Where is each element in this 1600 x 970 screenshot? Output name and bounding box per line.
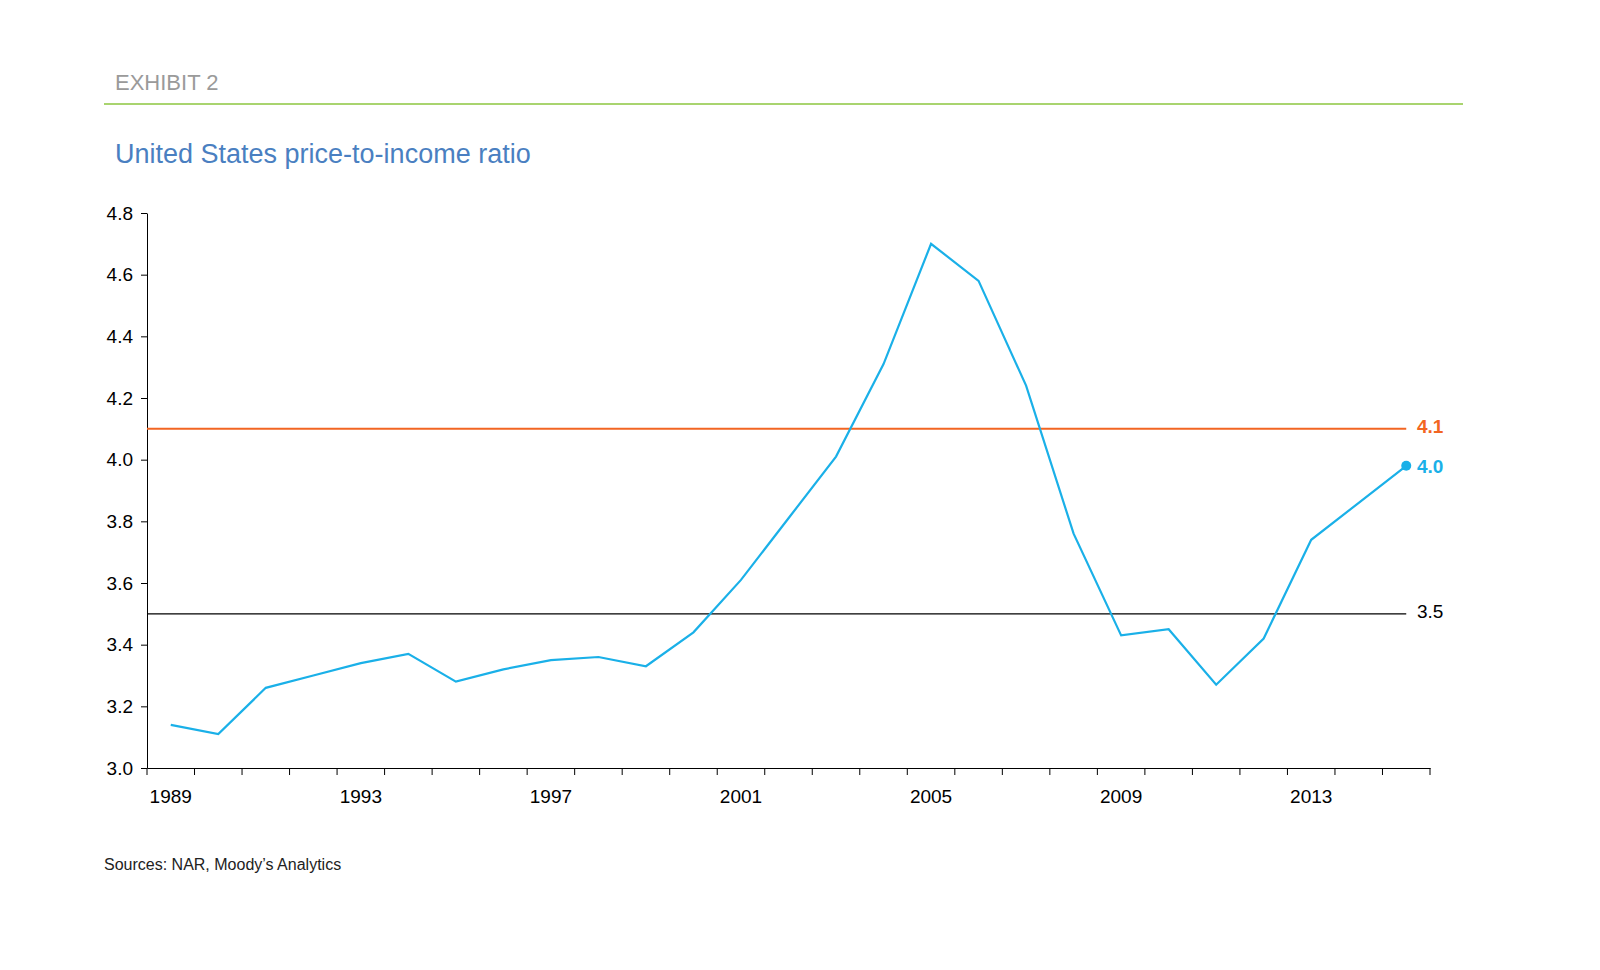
x-tick-label: 1989 [150, 786, 192, 807]
end-point [1401, 461, 1411, 471]
x-tick-mark [859, 768, 860, 775]
x-tick-mark [147, 768, 148, 775]
x-tick-label: 1993 [340, 786, 382, 807]
y-tick-label: 4.6 [107, 264, 133, 285]
plot-area [147, 244, 1411, 734]
y-tick-mark [141, 768, 147, 769]
x-tick-mark [384, 768, 385, 775]
x-axis: 1989 1993 1997 2001 2005 2009 2013 [148, 769, 1431, 808]
x-tick-label: 2001 [720, 786, 762, 807]
reference-label: 4.1 [1417, 416, 1444, 437]
y-tick: 3.2 [107, 696, 147, 717]
x-tick: 2009 [1100, 786, 1142, 807]
y-tick-label: 4.2 [107, 388, 133, 409]
data-line [171, 244, 1406, 734]
x-tick-mark [1049, 768, 1050, 775]
y-tick-mark [141, 275, 147, 276]
x-tick-marks [147, 768, 1430, 775]
x-tick: 2005 [910, 786, 952, 807]
x-tick: 2013 [1290, 786, 1332, 807]
x-tick-mark [1334, 768, 1335, 775]
y-tick-mark [141, 336, 147, 337]
x-tick: 2001 [720, 786, 762, 807]
y-tick: 3.4 [107, 634, 147, 655]
y-tick-label: 3.4 [107, 634, 134, 655]
x-tick-mark [812, 768, 813, 775]
x-tick-mark [194, 768, 195, 775]
reference-line [147, 613, 1406, 614]
x-tick-label: 1997 [530, 786, 572, 807]
x-tick-mark [1430, 768, 1431, 775]
x-tick-mark [479, 768, 480, 775]
y-tick-mark [141, 521, 147, 522]
x-tick-mark [1192, 768, 1193, 775]
y-tick-label: 3.2 [107, 696, 133, 717]
x-tick-mark [622, 768, 623, 775]
y-tick: 4.2 [107, 388, 147, 409]
y-tick-mark [141, 398, 147, 399]
x-tick: 1993 [340, 786, 382, 807]
y-axis-line [147, 214, 148, 769]
reference-label: 3.5 [1417, 601, 1443, 622]
y-tick-label: 3.6 [107, 573, 133, 594]
x-tick-mark [1002, 768, 1003, 775]
x-tick-mark [289, 768, 290, 775]
y-tick-mark [141, 460, 147, 461]
x-tick-mark [669, 768, 670, 775]
y-tick-label: 4.4 [107, 326, 134, 347]
source: Sources: NAR, Moody’s Analytics [104, 856, 341, 873]
x-tick-mark [1239, 768, 1240, 775]
y-tick-mark [141, 583, 147, 584]
end-label: 4.0 [1417, 456, 1443, 477]
y-tick-label: 3.0 [107, 758, 133, 779]
x-tick-mark [1287, 768, 1288, 775]
x-tick-mark [717, 768, 718, 775]
y-tick-mark [141, 213, 147, 214]
y-tick-label: 4.0 [107, 449, 133, 470]
y-tick: 3.6 [107, 573, 147, 594]
x-tick-label: 2013 [1290, 786, 1332, 807]
y-tick-mark [141, 645, 147, 646]
x-tick-mark [1382, 768, 1383, 775]
reference-line [147, 428, 1406, 430]
y-tick: 4.0 [107, 449, 147, 470]
header-rule [104, 103, 1463, 105]
y-axis: 3.0 3.2 3.4 3.6 3.8 4.0 4.2 4.4 4.6 4.8 [107, 203, 148, 779]
x-tick-mark [337, 768, 338, 775]
x-tick-label: 2005 [910, 786, 952, 807]
x-axis-line [148, 768, 1431, 769]
y-tick: 3.8 [107, 511, 147, 532]
x-tick-mark [1097, 768, 1098, 775]
x-tick-mark [907, 768, 908, 775]
x-tick-mark [242, 768, 243, 775]
x-tick-mark [432, 768, 433, 775]
x-tick: 1989 [150, 786, 192, 807]
x-tick-mark [954, 768, 955, 775]
y-tick: 4.8 [107, 203, 147, 224]
header: EXHIBIT 2 [115, 70, 219, 95]
x-tick-mark [574, 768, 575, 775]
title: United States price-to-income ratio [115, 139, 531, 169]
y-tick: 4.6 [107, 264, 147, 285]
x-tick-mark [527, 768, 528, 775]
x-tick-mark [764, 768, 765, 775]
chart: EXHIBIT 2 United States price-to-income r… [0, 0, 1600, 970]
y-tick-mark [141, 706, 147, 707]
y-tick: 3.0 [107, 758, 147, 779]
x-tick: 1997 [530, 786, 572, 807]
x-tick-mark [1144, 768, 1145, 775]
y-tick: 4.4 [107, 326, 147, 347]
y-tick-label: 4.8 [107, 203, 133, 224]
x-tick-label: 2009 [1100, 786, 1142, 807]
y-tick-label: 3.8 [107, 511, 133, 532]
